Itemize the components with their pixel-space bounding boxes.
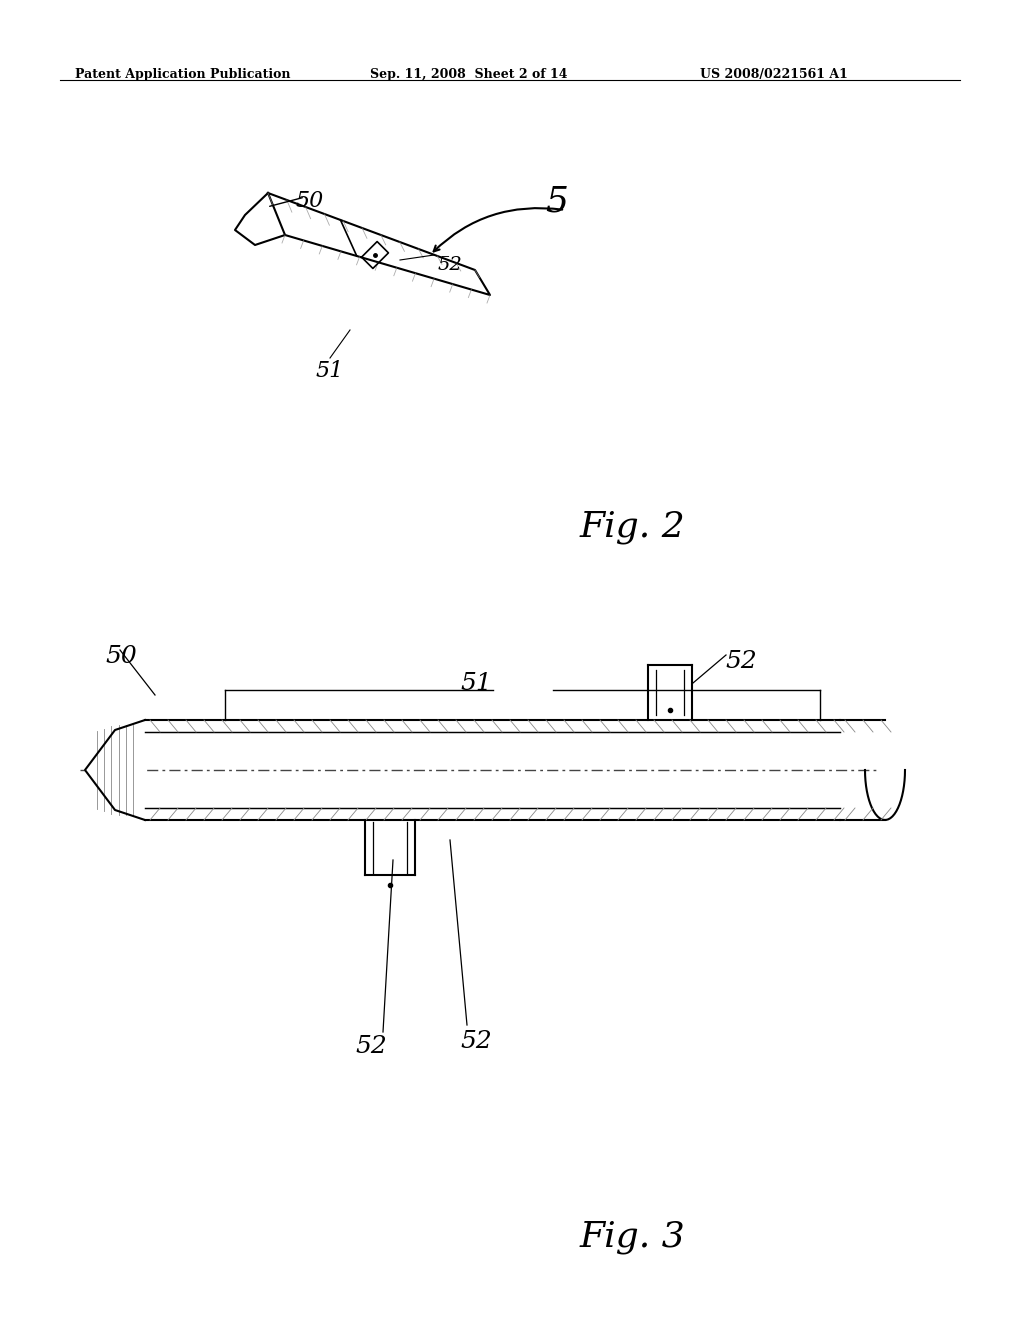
Text: Fig. 3: Fig. 3 (580, 1220, 686, 1254)
Text: 51: 51 (315, 360, 343, 381)
Text: 50: 50 (295, 190, 324, 213)
Text: 50: 50 (105, 645, 137, 668)
Polygon shape (85, 719, 145, 820)
Text: US 2008/0221561 A1: US 2008/0221561 A1 (700, 69, 848, 81)
Text: 52: 52 (725, 649, 757, 673)
Text: Fig. 2: Fig. 2 (580, 510, 686, 544)
Text: 5: 5 (545, 185, 568, 219)
Text: 52: 52 (460, 1030, 492, 1053)
Text: Patent Application Publication: Patent Application Publication (75, 69, 291, 81)
Text: 52: 52 (438, 256, 463, 275)
Text: 52: 52 (355, 1035, 387, 1059)
Text: 51: 51 (460, 672, 492, 696)
Text: Sep. 11, 2008  Sheet 2 of 14: Sep. 11, 2008 Sheet 2 of 14 (370, 69, 567, 81)
